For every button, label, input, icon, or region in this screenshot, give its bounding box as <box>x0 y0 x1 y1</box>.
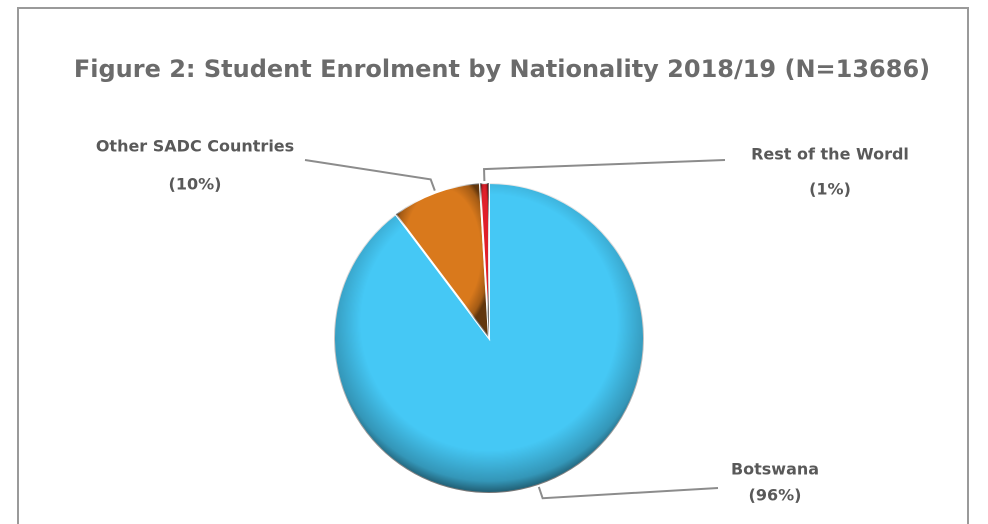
chart-title: Figure 2: Student Enrolment by Nationali… <box>74 55 930 83</box>
leader-line <box>483 159 726 182</box>
slice-value-label: (10%) <box>169 175 222 194</box>
slice-label: Rest of the Wordl <box>751 145 909 164</box>
leader-line <box>304 159 436 191</box>
slice-label: Botswana <box>731 460 819 479</box>
leader-line <box>537 486 719 500</box>
slice-label: Other SADC Countries <box>96 137 294 156</box>
slice-value-label: (96%) <box>749 486 802 505</box>
slice-value-label: (1%) <box>809 180 851 199</box>
